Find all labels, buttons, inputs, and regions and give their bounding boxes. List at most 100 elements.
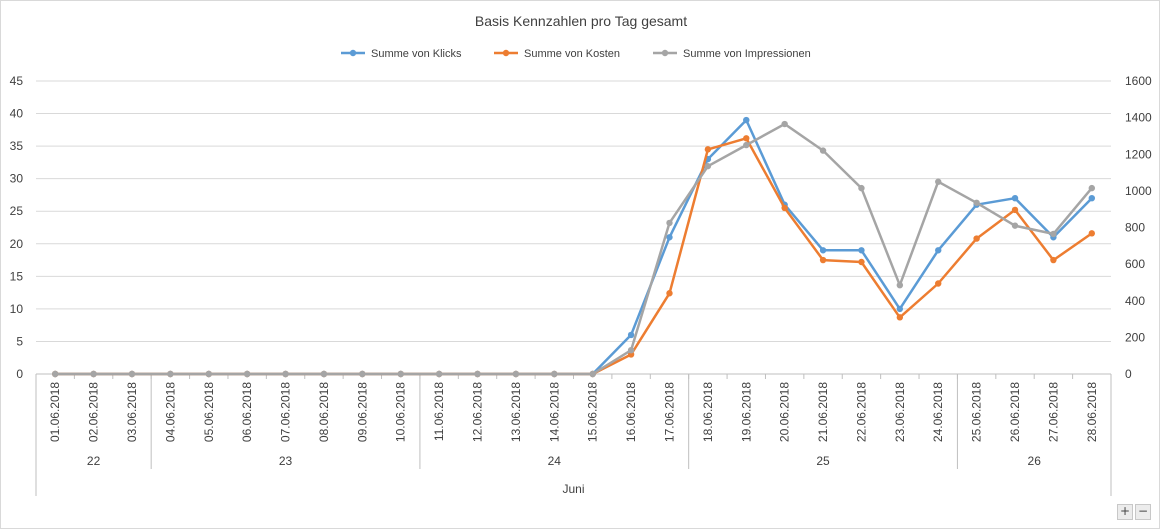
y-left-tick-label: 25 [10, 204, 24, 218]
data-point [743, 141, 750, 149]
month-label: Juni [562, 482, 584, 496]
data-point [589, 370, 596, 378]
data-point [743, 116, 750, 124]
data-point [935, 178, 942, 185]
data-point [205, 370, 212, 378]
legend-label: Summe von Klicks [371, 48, 462, 60]
data-point [1011, 206, 1019, 214]
data-point [896, 305, 904, 313]
data-point [1088, 230, 1096, 237]
data-point [973, 199, 980, 206]
x-tick-label: 21.06.2018 [816, 382, 830, 442]
legend: Summe von Klicks Summe von Kosten Summe vo… [341, 48, 811, 60]
week-group-label: 24 [548, 454, 562, 468]
data-point [858, 247, 865, 254]
data-point [551, 370, 558, 378]
x-tick-label: 06.06.2018 [240, 382, 254, 442]
x-tick-label: 19.06.2018 [739, 382, 753, 442]
y-left-tick-label: 45 [10, 74, 24, 88]
legend-marker [661, 49, 669, 57]
data-point [627, 331, 635, 339]
data-point [90, 370, 97, 378]
y-left-tick-label: 40 [10, 107, 24, 121]
data-point [781, 120, 788, 128]
x-tick-label: 01.06.2018 [48, 382, 62, 442]
x-tick-label: 17.06.2018 [662, 382, 676, 442]
y-right-tick-label: 600 [1125, 257, 1145, 271]
x-tick-label: 05.06.2018 [202, 382, 216, 442]
data-point [819, 247, 827, 254]
data-point [397, 370, 404, 378]
data-point [320, 370, 328, 378]
y-left-tick-label: 5 [16, 334, 23, 348]
legend-marker [502, 49, 510, 57]
y-right-tick-label: 1200 [1125, 147, 1152, 161]
y-right-tick-label: 800 [1125, 221, 1145, 235]
data-point [512, 370, 520, 378]
data-point [474, 370, 481, 378]
data-point [627, 346, 635, 354]
data-point [1050, 230, 1057, 238]
legend-marker [349, 49, 357, 57]
x-tick-label: 16.06.2018 [624, 382, 638, 442]
y-right-tick-label: 1600 [1125, 74, 1152, 88]
data-point [359, 370, 366, 378]
x-tick-label: 25.06.2018 [970, 382, 984, 442]
y-right-tick-label: 200 [1125, 330, 1145, 344]
x-tick-label: 27.06.2018 [1046, 382, 1060, 442]
gridlines [36, 80, 1111, 342]
series-line-1 [55, 137, 1093, 376]
data-point [666, 219, 673, 227]
chart-title: Basis Kennzahlen pro Tag gesamt [475, 13, 687, 29]
data-point [666, 234, 673, 241]
data-point [935, 247, 942, 254]
y-left-tick-label: 10 [10, 302, 24, 316]
x-tick-label: 08.06.2018 [317, 382, 331, 442]
y-right-tick-label: 1400 [1125, 111, 1152, 125]
x-tick-label: 22.06.2018 [854, 382, 868, 442]
x-tick-label: 26.06.2018 [1008, 382, 1022, 442]
series-group [51, 116, 1096, 378]
data-point [858, 184, 865, 192]
data-point [704, 146, 712, 153]
series-line-0 [55, 118, 1093, 376]
y-right-tick-label: 400 [1125, 294, 1145, 308]
data-point [1011, 222, 1019, 229]
y-left-tick-label: 35 [10, 139, 24, 153]
data-point [282, 370, 289, 378]
x-tick-label: 12.06.2018 [471, 382, 485, 442]
week-group-label: 23 [279, 454, 293, 468]
data-point [1011, 195, 1019, 202]
x-tick-label: 04.06.2018 [163, 382, 177, 442]
y-left-tick-label: 0 [16, 367, 23, 381]
data-point [819, 256, 827, 264]
x-tick-label: 11.06.2018 [432, 382, 446, 441]
data-point [1088, 184, 1096, 192]
y-left-tick-label: 15 [10, 269, 24, 283]
data-point [858, 258, 865, 266]
x-tick-label: 02.06.2018 [87, 382, 101, 442]
legend-label: Summe von Kosten [524, 48, 620, 60]
x-tick-label: 20.06.2018 [778, 382, 792, 442]
y-left-tick-label: 30 [10, 172, 24, 186]
data-point [666, 290, 673, 297]
x-tick-label: 24.06.2018 [931, 382, 945, 442]
y-left-tick-label: 20 [10, 237, 24, 251]
series-line-2 [55, 122, 1093, 376]
week-group-label: 26 [1028, 454, 1042, 468]
data-point [743, 135, 750, 142]
x-tick-label: 14.06.2018 [547, 382, 561, 442]
week-group-label: 22 [87, 454, 101, 468]
zoom-in-button[interactable]: + [1117, 504, 1133, 520]
zoom-controls: + − [1117, 504, 1151, 520]
week-group-label: 25 [816, 454, 830, 468]
data-point [896, 281, 904, 289]
zoom-out-button[interactable]: − [1135, 504, 1151, 520]
data-point [167, 370, 174, 378]
data-point [704, 162, 712, 170]
x-tick-label: 09.06.2018 [355, 382, 369, 442]
data-point [896, 314, 904, 321]
data-point [973, 235, 980, 242]
